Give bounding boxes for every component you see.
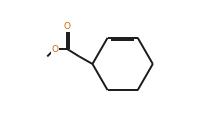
- Text: O: O: [51, 45, 58, 54]
- Text: O: O: [63, 22, 70, 31]
